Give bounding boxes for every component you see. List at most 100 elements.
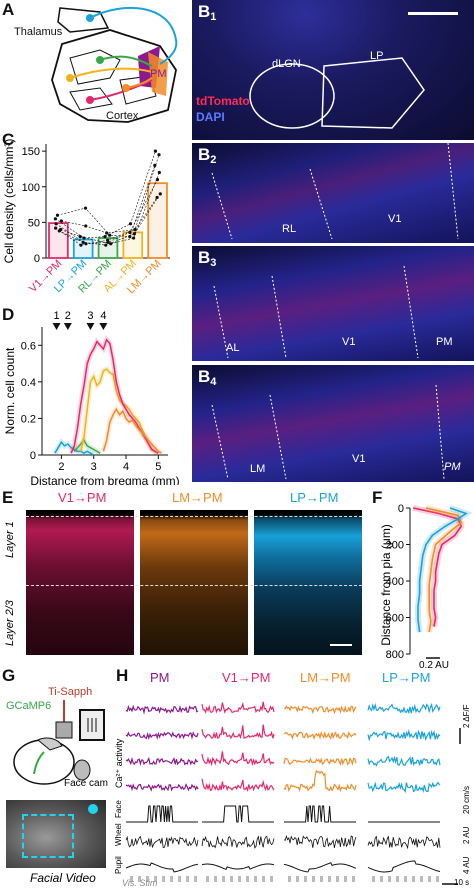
face-trace — [283, 834, 357, 848]
animal-dot — [132, 236, 136, 240]
panel-e-label: E — [2, 488, 14, 507]
face-trace — [201, 835, 275, 849]
lp-label: LP — [370, 50, 384, 62]
col-title-lppm: LP→PM — [382, 670, 431, 685]
stim-tick — [388, 876, 391, 882]
brain-schematic — [51, 6, 178, 123]
thalamus-label: Thalamus — [14, 26, 63, 38]
y-tick-label: 150 — [22, 146, 40, 158]
animal-dot — [82, 236, 86, 240]
vis-stim-label: Vis. Stim — [122, 878, 158, 888]
layer-boundary-top — [26, 516, 362, 517]
panel-f: F 0 200 400 600 800 Distance from pia (μm) 0.2… — [370, 488, 474, 668]
e-title-lppm: LP→PM — [290, 490, 339, 505]
al-label: AL — [226, 342, 240, 354]
wheel-trace — [126, 805, 198, 823]
panel-a-label: A — [2, 0, 15, 19]
animal-dot — [83, 206, 88, 210]
panel-b1-image: B1 dLGN LP tdTomato DAPI — [192, 0, 474, 140]
stim-tick — [372, 876, 375, 882]
animal-dot — [157, 170, 161, 175]
x-tick-label: 4 — [123, 461, 129, 473]
animal-dot — [59, 219, 63, 223]
layer23-label: Layer 2/3 — [4, 600, 16, 646]
dapi-label: DAPI — [196, 110, 225, 124]
series-line — [54, 440, 95, 456]
calcium-trace — [367, 702, 441, 715]
scale-time: 10 s — [454, 878, 470, 887]
b1-outlines — [249, 57, 425, 129]
y-tick-label: 0 — [30, 450, 36, 462]
tdtomato-label: tdTomato — [196, 94, 250, 108]
position-marker — [99, 323, 108, 330]
wheel-trace — [202, 805, 274, 823]
animal-line — [57, 165, 156, 237]
panel-d: D 0 0.2 0.4 0.6 2 3 4 5 Distance from bregma (mm… — [0, 305, 190, 485]
face-cam-label: Face cam — [64, 778, 108, 789]
calcium-trace — [367, 729, 441, 742]
animal-dot — [84, 224, 88, 228]
calcium-trace — [125, 783, 199, 792]
stim-tick — [194, 876, 197, 882]
animal-dot — [133, 227, 137, 232]
stim-tick — [186, 876, 189, 882]
animal-dot — [54, 226, 58, 230]
animal-dot — [105, 231, 109, 235]
animal-dot — [53, 217, 58, 221]
stim-tick — [130, 876, 133, 882]
series-line — [413, 507, 463, 627]
stim-tick — [352, 876, 355, 882]
stim-tick — [328, 876, 331, 882]
pm-label: PM — [150, 68, 167, 80]
panel-f-label: F — [372, 488, 383, 507]
calcium-trace — [201, 724, 275, 740]
stim-tick — [436, 876, 439, 882]
stim-tick — [344, 876, 347, 882]
pupil-roi-icon — [88, 804, 98, 814]
calcium-trace — [367, 755, 441, 767]
panel-e: E V1→PM LM→PM LP→PM Layer 1 Layer 2/3 — [0, 488, 370, 663]
roi-box — [22, 814, 74, 858]
panel-g-label: G — [2, 666, 16, 685]
animal-dot — [153, 149, 158, 153]
stim-tick — [380, 876, 383, 882]
position-marker — [63, 323, 72, 330]
y-tick-label: 0.2 — [21, 413, 36, 425]
panel-d-label: D — [2, 305, 15, 324]
y-tick-label: 800 — [386, 649, 404, 661]
position-marker — [52, 323, 61, 330]
animal-line — [60, 172, 160, 245]
scale-bar — [408, 12, 458, 15]
indicator-label: GCaMP6 — [6, 700, 52, 712]
dlgn-label: dLGN — [272, 58, 301, 70]
layer1-label: Layer 1 — [4, 521, 16, 558]
calcium-trace — [283, 730, 357, 741]
wheel-trace — [284, 805, 356, 823]
stim-tick — [320, 876, 323, 882]
panel-g: G Ti-Sapph GCaMP6 Face cam Facial Video — [0, 666, 112, 891]
stim-tick — [206, 876, 209, 882]
panel-a: A Thalamus Cortex PM — [0, 0, 190, 130]
animal-dot — [155, 195, 159, 200]
animal-line — [55, 151, 156, 239]
stim-tick — [270, 876, 273, 882]
marker-label: 4 — [100, 310, 106, 322]
animal-dot — [128, 222, 133, 226]
stim-tick — [138, 876, 141, 882]
v1-label: V1 — [342, 336, 356, 348]
animal-dot — [78, 235, 82, 239]
bar — [122, 231, 144, 259]
y-tick-label: 50 — [28, 217, 40, 229]
scale-face: 2 AU — [462, 826, 471, 844]
marker-label: 2 — [65, 310, 71, 322]
scale-label: 0.2 AU — [419, 660, 449, 668]
row-label-wheel: Wheel — [114, 823, 123, 846]
animal-dot — [128, 230, 132, 234]
panel-b4-image: B4 LM V1 PM — [192, 365, 474, 482]
stim-tick — [146, 876, 149, 882]
y-axis-label: Norm. cell count — [3, 347, 17, 434]
v1-label: V1 — [352, 453, 366, 465]
calcium-trace — [125, 731, 199, 740]
y-tick-label: 400 — [386, 576, 404, 588]
